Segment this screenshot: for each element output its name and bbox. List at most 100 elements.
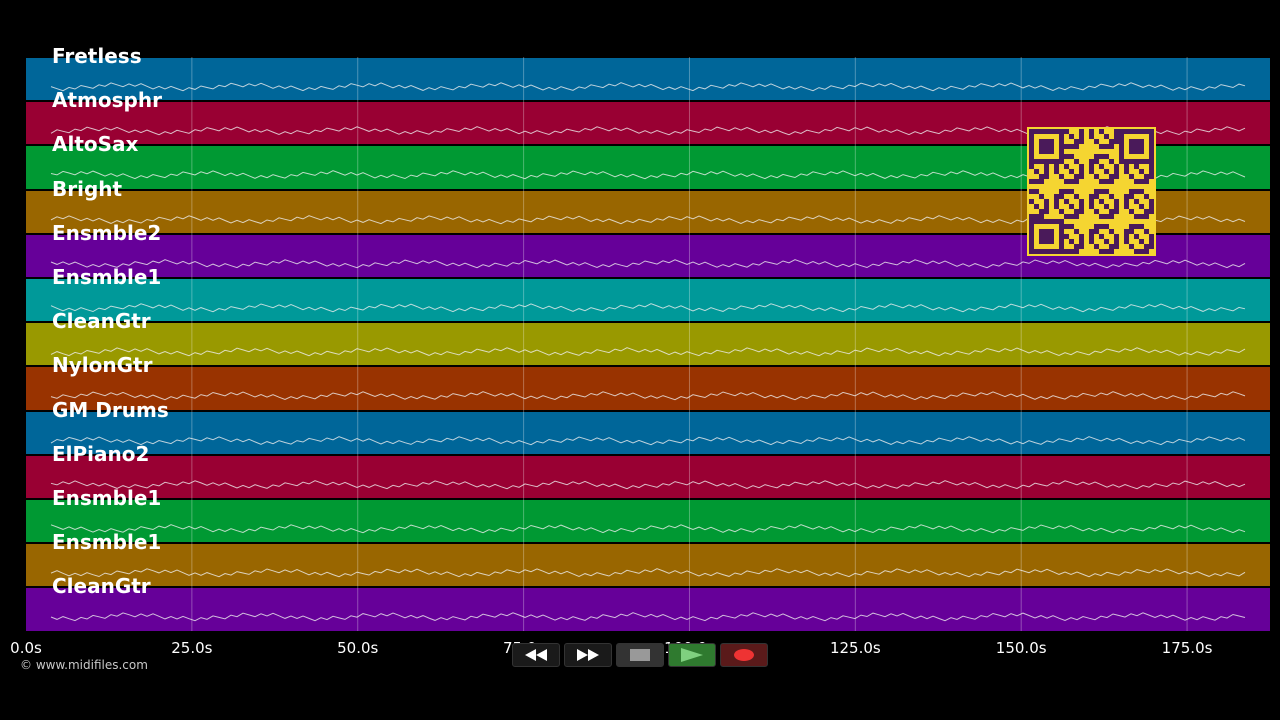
qr-module <box>1134 164 1139 169</box>
track-lane[interactable]: Fretless <box>26 44 1270 102</box>
fast-forward-button[interactable] <box>564 643 612 667</box>
time-tick-label: 125.0s <box>829 639 881 657</box>
track-lane[interactable]: CleanGtr <box>26 574 1270 632</box>
qr-module <box>1114 169 1119 174</box>
qr-module <box>1034 179 1039 184</box>
qr-module <box>1109 209 1114 214</box>
qr-module <box>1044 174 1049 179</box>
track-lane[interactable]: Ensmble1 <box>26 265 1270 323</box>
track-lane[interactable]: NylonGtr <box>26 353 1270 411</box>
qr-module <box>1144 249 1149 254</box>
qr-module <box>1104 224 1109 229</box>
qr-module <box>1114 164 1119 169</box>
track-lane[interactable]: Ensmble1 <box>26 486 1270 544</box>
qr-module <box>1079 209 1084 214</box>
qr-module <box>1104 154 1109 159</box>
qr-module <box>1064 189 1069 194</box>
rewind-button[interactable] <box>512 643 560 667</box>
qr-module <box>1109 249 1114 254</box>
track-label: ElPiano2 <box>52 441 150 466</box>
qr-module <box>1114 134 1119 139</box>
qr-module <box>1099 189 1104 194</box>
qr-module <box>1099 144 1104 149</box>
qr-module <box>1079 244 1084 249</box>
qr-module <box>1089 199 1094 204</box>
qr-module <box>1129 174 1134 179</box>
qr-module <box>1029 214 1034 219</box>
qr-module <box>1059 194 1064 199</box>
qr-module <box>1144 214 1149 219</box>
qr-module <box>1149 199 1154 204</box>
qr-module <box>1144 229 1149 234</box>
qr-module <box>1114 209 1119 214</box>
track-label: GM Drums <box>52 397 169 422</box>
qr-module <box>1124 194 1129 199</box>
qr-module <box>1079 239 1084 244</box>
qr-module <box>1134 199 1139 204</box>
qr-pattern <box>1029 129 1154 254</box>
qr-module <box>1104 214 1109 219</box>
track-label: Ensmble2 <box>52 220 162 245</box>
qr-module <box>1144 209 1149 214</box>
track-lane[interactable]: GM Drums <box>26 398 1270 455</box>
qr-module <box>1074 214 1079 219</box>
stop-button[interactable] <box>616 643 664 667</box>
play-button[interactable] <box>668 643 716 667</box>
track-lane[interactable]: ElPiano2 <box>26 442 1270 499</box>
note-line <box>50 258 1246 269</box>
qr-module <box>1079 169 1084 174</box>
track-lane[interactable]: CleanGtr <box>26 309 1270 367</box>
qr-module <box>1129 244 1134 249</box>
qr-module <box>1029 199 1034 204</box>
qr-module <box>1039 139 1054 154</box>
note-roll <box>50 82 1246 92</box>
note-line <box>50 303 1246 313</box>
qr-module <box>1139 189 1144 194</box>
qr-module <box>1129 139 1144 154</box>
qr-module <box>1069 154 1074 159</box>
note-line <box>50 568 1246 578</box>
record-button[interactable] <box>720 643 768 667</box>
qr-code-image <box>1027 127 1156 256</box>
qr-module <box>1104 179 1109 184</box>
track-lane[interactable]: Ensmble1 <box>26 530 1270 588</box>
qr-module <box>1064 179 1069 184</box>
qr-module <box>1104 144 1109 149</box>
qr-module <box>1114 204 1119 209</box>
qr-module <box>1124 239 1129 244</box>
qr-module <box>1069 144 1074 149</box>
time-tick-label: 25.0s <box>171 639 213 657</box>
qr-module <box>1094 229 1099 234</box>
track-label: AltoSax <box>52 132 139 157</box>
qr-module <box>1089 204 1094 209</box>
qr-module <box>1124 169 1129 174</box>
qr-module <box>1104 134 1109 139</box>
qr-module <box>1099 129 1104 134</box>
qr-module <box>1099 214 1104 219</box>
qr-module <box>1129 209 1134 214</box>
qr-module <box>1034 204 1039 209</box>
qr-module <box>1134 249 1139 254</box>
track-lane[interactable]: Atmosphr <box>26 88 1270 146</box>
qr-module <box>1074 139 1079 144</box>
qr-module <box>1144 179 1149 184</box>
qr-module <box>1064 234 1069 239</box>
qr-module <box>1089 234 1094 239</box>
qr-module <box>1134 189 1139 194</box>
qr-module <box>1129 189 1134 194</box>
qr-module <box>1074 209 1079 214</box>
qr-module <box>1074 159 1079 164</box>
qr-module <box>1054 204 1059 209</box>
note-line <box>50 612 1246 622</box>
qr-module <box>1044 199 1049 204</box>
qr-module <box>1149 174 1154 179</box>
qr-module <box>1134 224 1139 229</box>
qr-module <box>1114 244 1119 249</box>
note-line <box>50 347 1246 357</box>
note-line <box>50 82 1246 92</box>
qr-module <box>1094 139 1099 144</box>
qr-module <box>1134 234 1139 239</box>
qr-module <box>1099 224 1104 229</box>
copyright-text: © www.midifiles.com <box>20 658 148 672</box>
qr-module <box>1109 214 1114 219</box>
